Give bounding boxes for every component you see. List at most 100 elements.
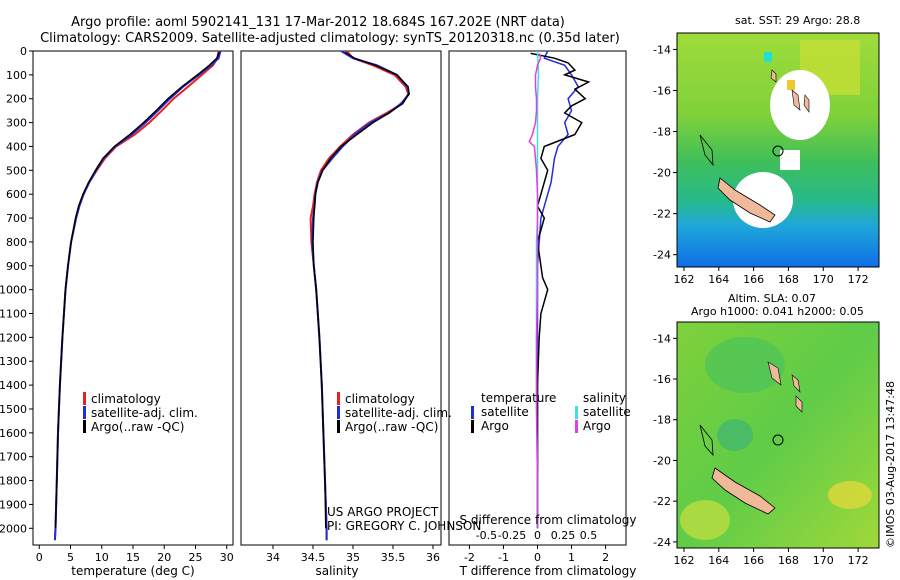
legend-label: satellite: [481, 405, 529, 419]
x-tick-label: 5: [67, 551, 74, 564]
legend-swatch-satellite: [83, 406, 86, 419]
depth-tick-label: 500: [6, 164, 27, 177]
difference-line-1: [530, 52, 591, 529]
lon-tick-label: 166: [743, 554, 764, 567]
credit-pi: PI: GREGORY C. JOHNSON: [327, 519, 481, 533]
depth-tick-label: 0: [20, 45, 27, 58]
x-tick-label: 15: [126, 551, 140, 564]
depth-tick-label: 900: [6, 260, 27, 273]
depth-tick-label: 1200: [0, 331, 27, 344]
depth-tick-label: 1100: [0, 308, 27, 321]
lon-tick-label: 162: [673, 273, 694, 286]
sla-map-title-2: Argo h1000: 0.041 h2000: 0.05: [691, 305, 864, 318]
vanuatu-island: [791, 374, 801, 393]
header-line-1: Argo profile: aoml 5902141_131 17-Mar-20…: [71, 15, 565, 30]
x-tick-label: -1: [498, 551, 509, 564]
depth-axis: 0 100 200 300 400 500 600 700 800 900 1000 1100 1200…: [0, 45, 33, 535]
lat-tick-label: -18: [653, 414, 671, 427]
depth-tick-label: 200: [6, 93, 27, 106]
x-tick-label: 20: [157, 551, 171, 564]
s-tick-label: -0.5: [476, 529, 497, 542]
temperature-series: [53, 50, 222, 541]
sst-cloud-mask: [733, 172, 793, 228]
legend-swatch-climatology: [83, 392, 86, 405]
x-tick-label: 35.5: [381, 551, 406, 564]
lon-tick-label: 168: [778, 554, 799, 567]
legend-label: Argo: [583, 419, 611, 433]
x-tick-label: 34: [266, 551, 280, 564]
x-tick-label: 36: [426, 551, 440, 564]
salinity-x-axis: 34 34.5 35 35.5 36: [266, 545, 440, 564]
vanuatu-island: [803, 94, 810, 113]
depth-tick-label: 300: [6, 117, 27, 130]
salinity-line-2: [312, 51, 410, 529]
imos-timestamp: ©IMOS 03-Aug-2017 13:47:48: [884, 381, 897, 548]
x-tick-label: 0: [534, 551, 541, 564]
argo-position-marker: [772, 434, 784, 446]
sst-pixel: [764, 52, 772, 62]
temperature-x-axis: 0 5 10 15 20 25 30: [36, 545, 234, 564]
legend-swatch-argo: [337, 420, 340, 433]
difference-series: [528, 50, 591, 529]
legend-swatch-s-satellite: [575, 406, 578, 419]
lon-tick-label: 170: [813, 554, 834, 567]
legend-label: Argo(..raw -QC): [91, 420, 184, 434]
sla-map: [677, 322, 879, 548]
legend-label: satellite: [583, 405, 631, 419]
difference-legend: temperature salinity satellite Argo sate…: [471, 391, 631, 433]
sla-map-frame: [676, 321, 880, 549]
header-line-2: Climatology: CARS2009. Satellite-adjuste…: [40, 31, 620, 46]
argo-position-marker: [772, 145, 784, 157]
x-tick-label: 34.5: [301, 551, 326, 564]
x-tick-label: 10: [95, 551, 109, 564]
salinity-line-1: [311, 50, 411, 541]
legend-title-salinity: salinity: [583, 391, 626, 405]
depth-tick-label: 700: [6, 212, 27, 225]
sla-low-patch: [717, 419, 753, 451]
difference-line-0: [536, 50, 580, 529]
temperature-x-label: temperature (deg C): [71, 564, 194, 578]
legend-swatch-argo: [83, 420, 86, 433]
sla-low-patch: [705, 337, 785, 393]
salinity-series: [309, 50, 411, 541]
x-tick-label: 35: [346, 551, 360, 564]
depth-tick-label: 1700: [0, 451, 27, 464]
lat-tick-label: -20: [653, 167, 671, 180]
lon-tick-label: 168: [778, 273, 799, 286]
temperature-line-0: [53, 50, 220, 541]
s-tick-label: 0.5: [580, 529, 598, 542]
lat-tick-label: -16: [653, 373, 671, 386]
vanuatu-island: [767, 361, 782, 386]
x-tick-label: 2: [602, 551, 609, 564]
new-caledonia-island: [711, 467, 776, 515]
difference-line-3: [528, 53, 542, 529]
legend-label: climatology: [91, 392, 161, 406]
sst-map: [677, 33, 879, 267]
sst-map-frame: [676, 32, 880, 268]
credit-project: US ARGO PROJECT: [327, 505, 439, 519]
vanuatu-island: [795, 395, 803, 413]
difference-x-axis: -2 -1 0 1 2 -0.5 -0.25 0 0.25 0.5: [464, 529, 609, 564]
legend-label: Argo: [481, 419, 509, 433]
lon-tick-label: 164: [708, 554, 729, 567]
sst-pixel: [787, 80, 795, 90]
sst-map-title: sat. SST: 29 Argo: 28.8: [735, 14, 860, 27]
legend-swatch-t-satellite: [471, 406, 474, 419]
salinity-legend: climatology satellite-adj. clim. Argo(..…: [337, 392, 452, 434]
depth-tick-label: 1800: [0, 475, 27, 488]
sst-cloud-mask: [780, 150, 800, 170]
x-tick-label: 0: [36, 551, 43, 564]
legend-label: Argo(..raw -QC): [345, 420, 438, 434]
sla-map-title-1: Altim. SLA: 0.07: [728, 292, 816, 305]
lon-tick-label: 170: [813, 273, 834, 286]
legend-label: satellite-adj. clim.: [91, 406, 198, 420]
lat-tick-label: -20: [653, 454, 671, 467]
lat-tick-label: -14: [653, 332, 671, 345]
depth-tick-label: 1900: [0, 498, 27, 511]
depth-tick-label: 1400: [0, 379, 27, 392]
s-tick-label: -0.25: [498, 529, 526, 542]
depth-tick-label: 1500: [0, 403, 27, 416]
x-tick-label: 25: [189, 551, 203, 564]
reef-outline: [699, 424, 714, 457]
